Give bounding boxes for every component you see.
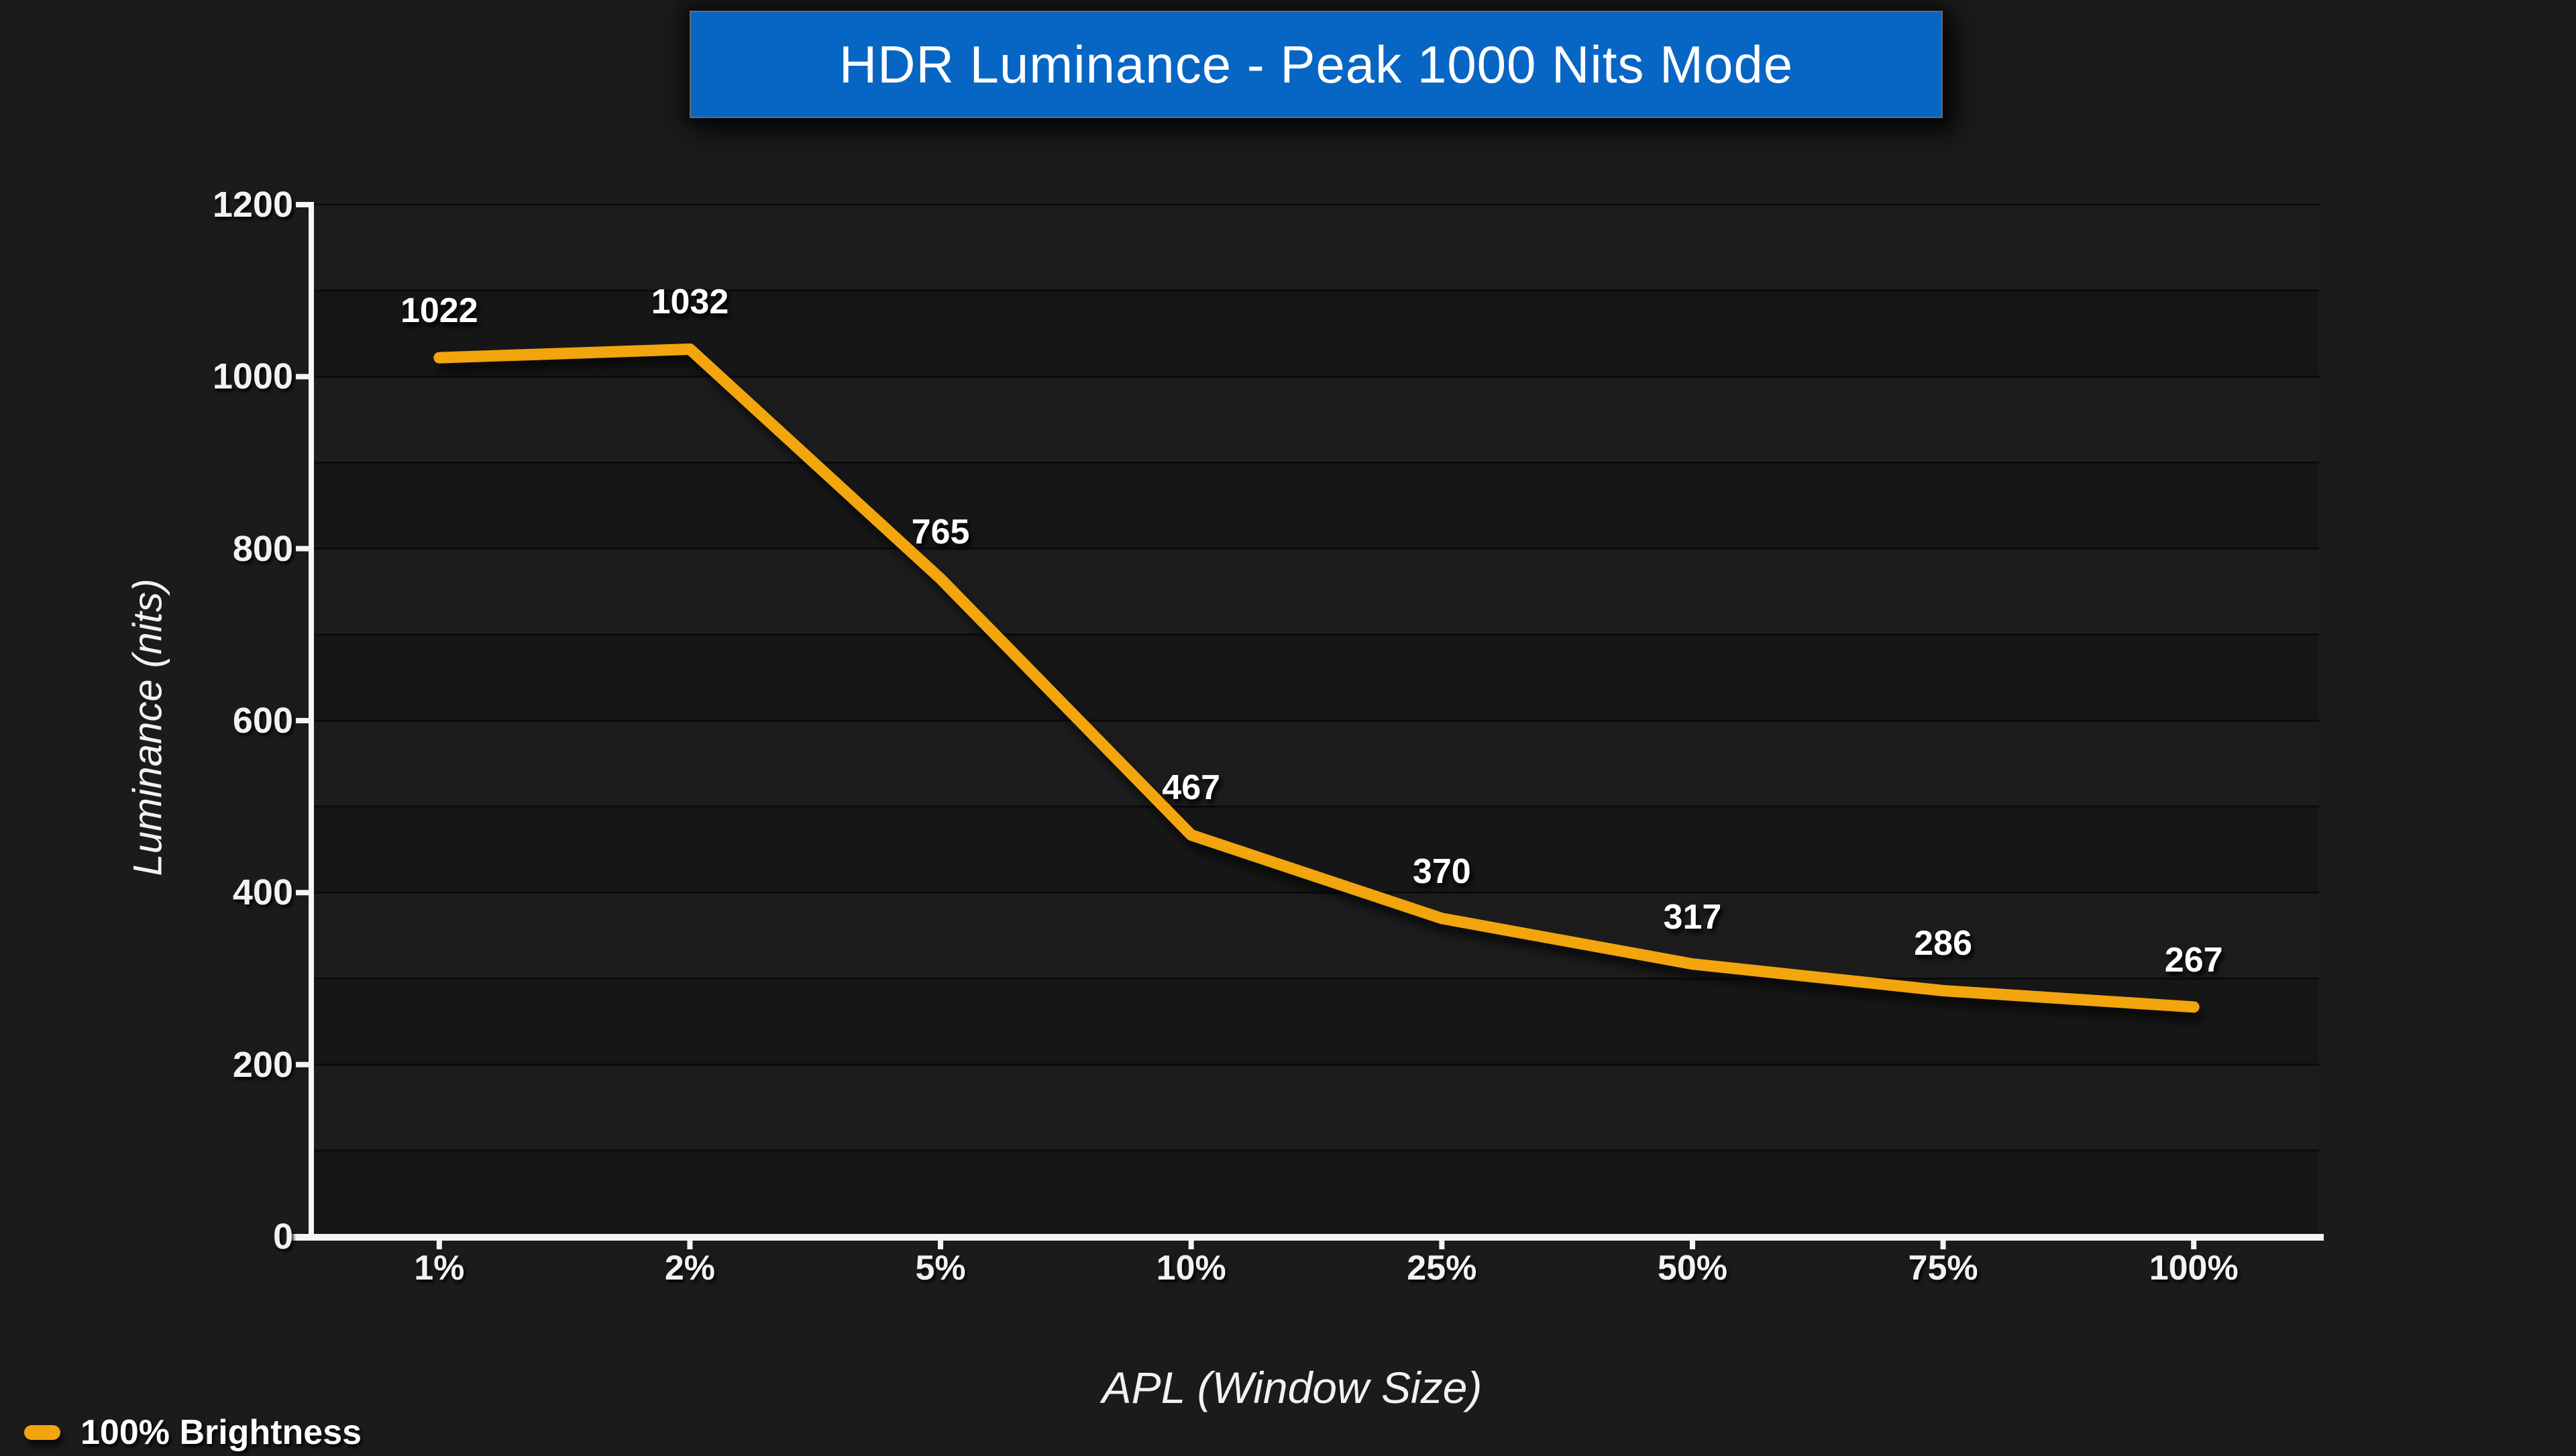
y-tick-label: 1200 [212,185,293,225]
y-tick-label: 800 [232,528,293,569]
data-label: 370 [1412,851,1471,891]
y-axis-tick [296,1061,309,1068]
data-label: 467 [1162,768,1221,808]
chart-title: HDR Luminance - Peak 1000 Nits Mode [839,34,1794,94]
y-axis-tick [296,1234,309,1239]
x-axis-line [288,1234,2324,1241]
x-axis-tick [436,1241,442,1249]
x-axis-tick [1188,1241,1194,1249]
y-tick-label: 0 [272,1216,293,1257]
plot-band [314,462,2319,549]
x-axis-tick [687,1241,693,1249]
plot-band [314,892,2319,979]
legend-line-swatch [24,1425,60,1440]
y-tick-label: 1000 [212,356,293,397]
x-tick-label: 25% [1407,1249,1477,1288]
legend: 100% Brightness [24,1409,362,1456]
y-axis-line [309,202,314,1241]
x-tick-label: 50% [1657,1249,1727,1288]
x-tick-label: 2% [664,1249,716,1288]
y-axis-tick [296,545,309,552]
chart-title-banner: HDR Luminance - Peak 1000 Nits Mode [690,11,1943,118]
x-axis-tick [1689,1241,1695,1249]
x-axis-tick [938,1241,944,1249]
y-tick-label: 600 [232,700,293,741]
x-tick-label: 10% [1156,1249,1226,1288]
y-axis-tick [296,202,309,207]
legend-series-label: 100% Brightness [80,1413,362,1452]
y-axis-tick [296,374,309,380]
x-tick-label: 5% [915,1249,966,1288]
data-label: 267 [2164,940,2223,980]
y-tick-label: 200 [232,1044,293,1085]
data-label: 765 [911,512,970,552]
data-label: 286 [1914,924,1972,964]
x-axis-tick [1439,1241,1445,1249]
plot-band [314,1150,2319,1237]
x-tick-label: 75% [1908,1249,1978,1288]
x-axis-title: APL (Window Size) [1102,1363,1483,1412]
plot-band [314,634,2319,721]
data-label: 1032 [651,282,729,322]
plot-band [314,376,2319,463]
plot-band [314,548,2319,635]
y-axis-tick [296,890,309,896]
plot-band [314,1064,2319,1151]
data-label: 1022 [400,291,478,331]
plot-band [314,291,2319,377]
y-axis-tick [296,718,309,723]
x-axis-tick [2191,1241,2197,1249]
series-line-100-brightness [433,343,2200,1013]
y-tick-label: 400 [232,872,293,913]
plot-band [314,721,2319,807]
plot-band [314,205,2319,291]
x-axis-tick [1940,1241,1946,1249]
x-tick-label: 100% [2149,1249,2239,1288]
x-tick-label: 1% [414,1249,465,1288]
data-label: 317 [1663,897,1722,937]
